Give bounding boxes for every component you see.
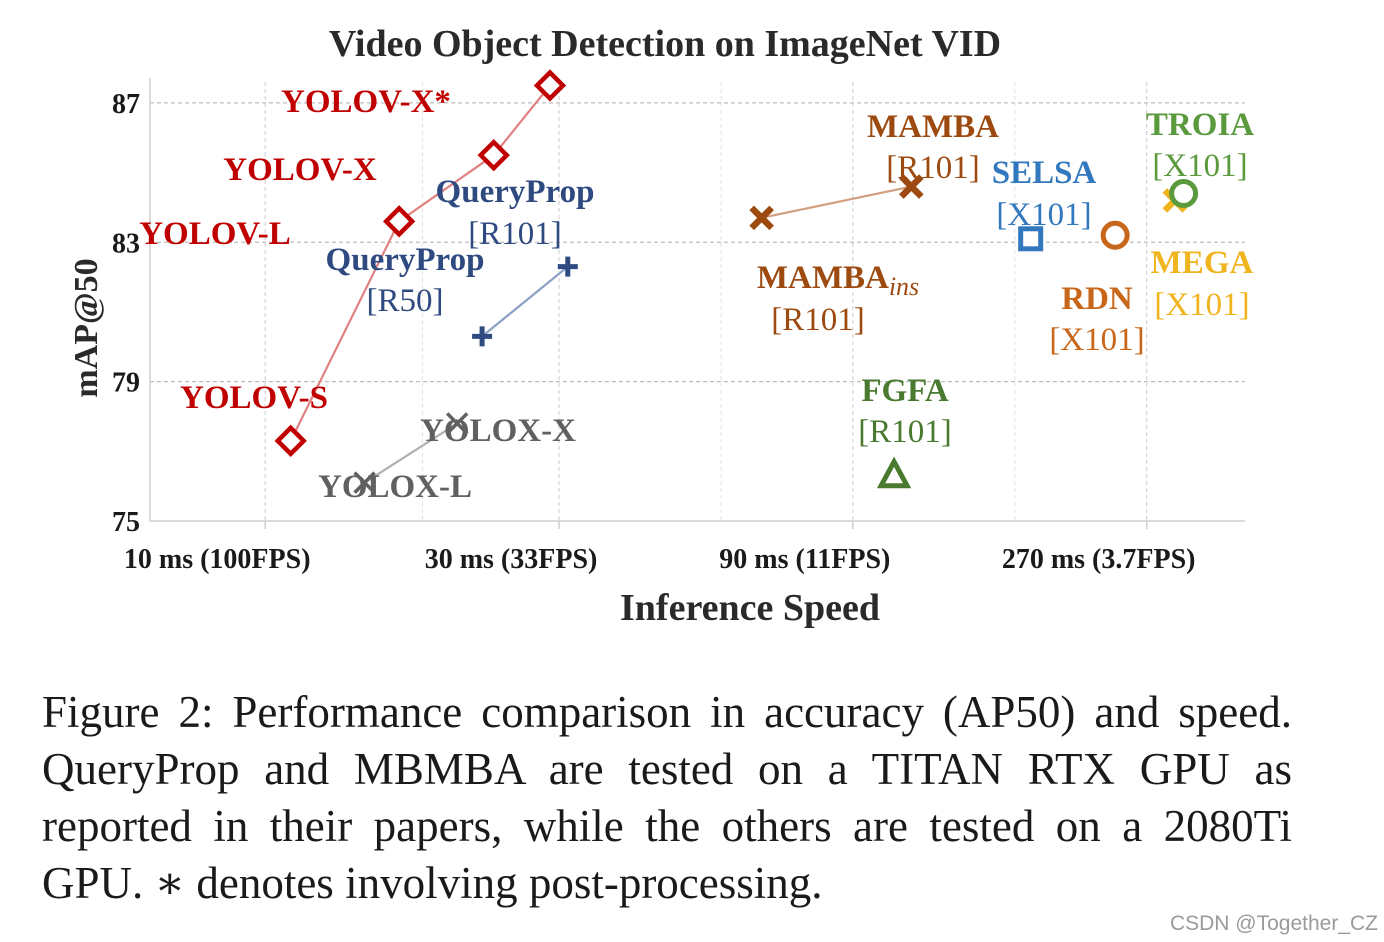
triangle-marker [876, 456, 912, 489]
watermark: CSDN @Together_CZ [1169, 912, 1378, 935]
point-label: [R101] [468, 216, 562, 252]
point-label: YOLOV-L [139, 216, 291, 252]
y-tick-label: 75 [112, 507, 140, 538]
diamond-marker [382, 205, 416, 238]
point-label: SELSA [992, 155, 1097, 191]
point-label: YOLOV-X* [281, 84, 451, 120]
x-tick-label: 10 ms (100FPS) [124, 544, 311, 575]
point-label: RDN [1061, 281, 1133, 317]
x-marker [445, 412, 469, 435]
figure-caption: Figure 2: Performance comparison in accu… [42, 687, 1292, 908]
x-tick-labels: 10 ms (100FPS) 30 ms (33FPS) 90 ms (11FPS)… [124, 544, 1196, 575]
point-label: MAMBAins [757, 260, 919, 301]
series-lines [289, 84, 912, 484]
x-tick-label: 30 ms (33FPS) [425, 544, 598, 575]
y-tick-label: 83 [112, 228, 140, 259]
diamond-marker [477, 138, 510, 172]
chart-title: Video Object Detection on ImageNet VID [329, 23, 1001, 65]
chart: Video Object Detection on ImageNet VID 1… [68, 23, 1254, 629]
point-label: YOLOV-S [180, 380, 328, 416]
series-line [761, 185, 912, 219]
point-label: YOLOX-X [420, 413, 576, 449]
x-axis-label: Inference Speed [620, 587, 880, 629]
y-tick-labels: 75 79 83 87 [112, 89, 140, 538]
x-marker [749, 205, 774, 231]
plus-marker [472, 326, 493, 347]
plus-marker [557, 256, 578, 277]
series-line [289, 84, 551, 442]
point-label: MEGA [1151, 245, 1254, 281]
point-label: TROIA [1146, 107, 1254, 143]
point-labels: YOLOV-X*YOLOV-XYOLOV-LYOLOV-SQueryProp[R… [139, 84, 1254, 505]
square-marker [1018, 226, 1044, 252]
axes [149, 78, 1245, 529]
point-label: MAMBA [867, 109, 999, 145]
point-label: YOLOX-L [318, 469, 472, 505]
series-line [481, 265, 569, 338]
point-label: [X101] [1049, 322, 1144, 358]
diamond-marker [274, 424, 307, 458]
y-tick-label: 79 [112, 368, 140, 399]
circle-marker [1169, 178, 1199, 208]
point-label: FGFA [861, 373, 949, 409]
x-marker [353, 471, 376, 494]
x-tick-label: 270 ms (3.7FPS) [1002, 544, 1196, 575]
x-tick-label: 90 ms (11FPS) [719, 544, 890, 575]
point-label: [X101] [996, 197, 1091, 233]
series-line [363, 422, 458, 484]
point-label: [R101] [858, 414, 952, 450]
y-axis-label: mAP@50 [68, 258, 105, 397]
circle-marker [1100, 220, 1130, 250]
point-label: QueryProp [326, 242, 485, 278]
point-label: QueryProp [436, 174, 595, 210]
grid [150, 82, 1245, 521]
y-tick-label: 87 [112, 89, 140, 120]
diamond-marker [533, 69, 567, 102]
point-label: YOLOV-X [223, 152, 377, 188]
point-label: [X101] [1152, 148, 1247, 184]
point-label: [R101] [771, 302, 865, 338]
data-points [274, 69, 1199, 494]
point-label: [R50] [367, 283, 444, 319]
point-label: [X101] [1154, 287, 1249, 323]
point-label: [R101] [886, 150, 980, 186]
x-marker [899, 174, 924, 199]
